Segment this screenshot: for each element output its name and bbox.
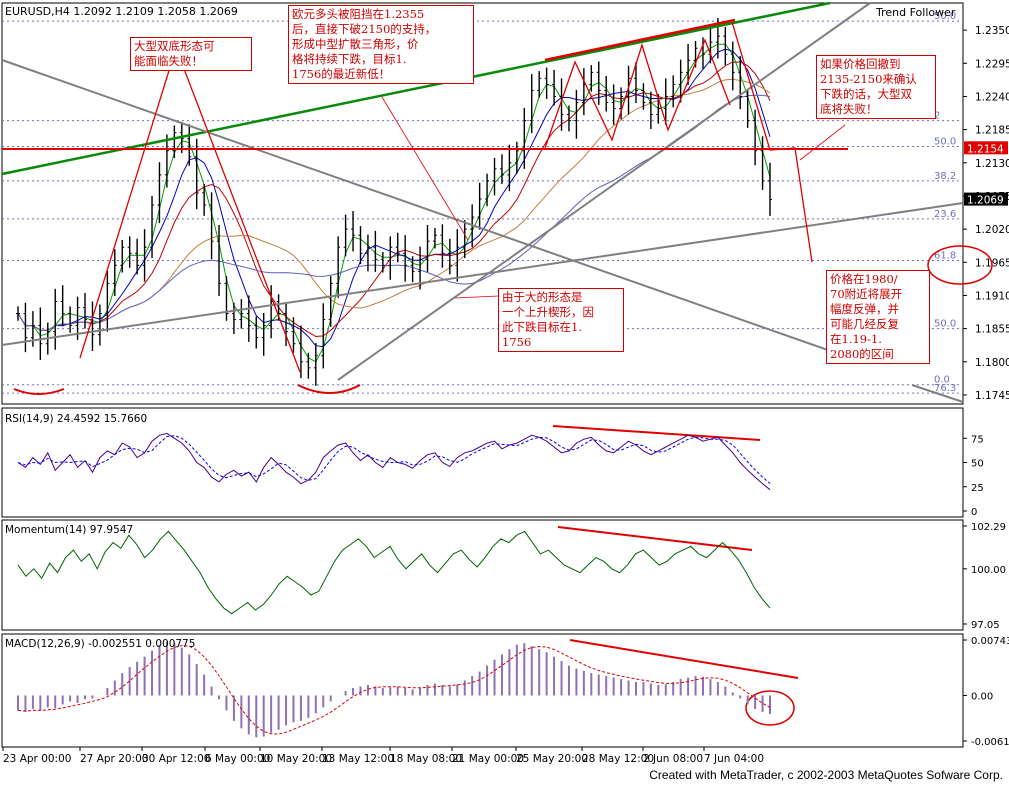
macd-divergence-line — [569, 639, 799, 679]
time-tick-label: 6 May 00:00 — [205, 753, 270, 765]
red-forecast-path — [731, 21, 813, 263]
annotation-double-bottom: 大型双底形态可 能面临失败！ — [130, 37, 252, 71]
price-tick-label: 1.2130 — [975, 158, 1009, 170]
price-tick-label: 1.2295 — [975, 58, 1009, 70]
gray-support-line — [1, 202, 964, 346]
fib-label: 50.0 — [934, 11, 956, 22]
red-bottom-arc-1 — [13, 388, 65, 395]
fib-label: 23.6 — [934, 209, 956, 220]
fib-label: 0.0 — [934, 375, 950, 386]
fib-label: 61.8 — [934, 250, 956, 261]
price-tick-label: 1.1800 — [975, 357, 1009, 369]
mom-tick-label: 102.29 — [971, 522, 1006, 533]
momentum-divergence-line — [557, 526, 753, 551]
green-trendline — [1, 1, 831, 176]
time-tick-label: 27 Apr 20:00 — [80, 753, 148, 765]
mom-tick-label: 97.05 — [971, 620, 1000, 631]
red-bottom-arc-2 — [297, 384, 361, 394]
price-tick-label: 1.2240 — [975, 91, 1009, 103]
macd-tick-label: 0.00743 — [971, 636, 1009, 647]
current-price-text: 1.2069 — [967, 195, 1004, 207]
rsi-divergence-line — [552, 425, 761, 441]
pointer-ann2 — [381, 96, 469, 241]
red-price-text: 1.2154 — [967, 143, 1004, 155]
price-tick-label: 1.2350 — [975, 25, 1009, 37]
time-tick-label: 28 May 12:00 — [582, 753, 654, 765]
annotation-rebound: 价格在1980/ 70附近将展开 幅度反弹，并 可能几经反复 在1.19-1. … — [826, 270, 930, 364]
price-tick-label: 1.1965 — [975, 257, 1009, 269]
red-upper-trendline — [544, 18, 736, 62]
gray-wedge-line — [337, 2, 871, 381]
time-tick-label: 10 May 20:00 — [260, 753, 332, 765]
time-tick-label: 7 Jun 04:00 — [704, 753, 764, 765]
pointer-ann4 — [454, 295, 499, 299]
footer-credit: Created with MetaTrader, c 2002-2003 Met… — [649, 768, 1003, 782]
rsi-tick-label: 50 — [971, 459, 984, 470]
macd-tick-label: 0.00 — [971, 691, 993, 702]
rsi-line — [17, 432, 771, 491]
moving-average-1 — [17, 43, 771, 363]
mom-line — [17, 530, 771, 615]
momentum-label: Momentum(14) 97.9547 — [5, 524, 133, 536]
time-tick-label: 23 Apr 00:00 — [3, 753, 71, 765]
red-triangle-zigzag — [544, 38, 731, 149]
moving-average-2 — [17, 48, 771, 348]
price-circle-highlight — [927, 245, 993, 285]
rsi-tick-label: 0 — [971, 507, 977, 518]
fib-label: 38.2 — [934, 171, 956, 182]
rsi-tick-label: 75 — [971, 434, 984, 445]
gray-downtrend-line — [1, 59, 843, 356]
panel-mom — [1, 519, 964, 631]
macd-label: MACD(12,26,9) -0.002551 0.000775 — [5, 638, 195, 650]
trend-follower-label: Trend Follower — [875, 6, 956, 19]
moving-average-5 — [17, 94, 771, 331]
time-tick-label: 25 May 20:00 — [516, 753, 588, 765]
fib-label: 50.0 — [934, 137, 956, 148]
price-tick-label: 1.2185 — [975, 125, 1009, 137]
fib-label: 76.3 — [934, 383, 956, 394]
pointer-ann3 — [799, 124, 846, 161]
panel-macd — [1, 633, 964, 748]
annotation-resistance: 欧元多头被阻挡在1.2355 后，直接下破2150的支持， 形成中型扩散三角形，… — [288, 5, 474, 84]
price-tick-label: 1.2020 — [975, 224, 1009, 236]
price-tick-label: 1.1910 — [975, 290, 1009, 302]
price-tick-label: 1.1855 — [975, 324, 1009, 336]
macd-signal-line — [17, 645, 771, 735]
current-price-box — [964, 192, 1008, 206]
moving-average-3 — [17, 61, 771, 338]
time-tick-label: 21 May 00:00 — [452, 753, 524, 765]
mom-tick-label: 100.00 — [971, 565, 1006, 576]
red-price-box — [964, 141, 1008, 155]
annotation-wedge: 由于大的形态是 一个上升楔形，因 此下跌目标在1. 1756 — [498, 288, 624, 352]
fib-label: 2 — [934, 111, 940, 122]
fib-label: 50.0 — [934, 319, 956, 330]
time-tick-label: 18 May 08:00 — [390, 753, 462, 765]
panel-rsi — [1, 407, 964, 518]
macd-circle-highlight — [745, 690, 795, 726]
time-tick-label: 2 Jun 08:00 — [643, 753, 703, 765]
annotation-pullback: 如果价格回撤到 2135-2150来确认 下跌的话，大型双 底将失败！ — [816, 55, 936, 119]
symbol-header: EURUSD,H4 1.2092 1.2109 1.2058 1.2069 — [5, 5, 238, 18]
rsi-signal — [17, 435, 771, 484]
time-tick-label: 30 Apr 12:00 — [142, 753, 210, 765]
rsi-tick-label: 25 — [971, 483, 984, 494]
price-tick-label: 1.1745 — [975, 390, 1009, 402]
time-tick-label: 13 May 12:00 — [322, 753, 394, 765]
rsi-label: RSI(14,9) 24.4592 15.7660 — [5, 413, 147, 425]
gray-bottom-line — [911, 384, 964, 403]
macd-tick-label: -0.0061 — [971, 737, 1009, 748]
